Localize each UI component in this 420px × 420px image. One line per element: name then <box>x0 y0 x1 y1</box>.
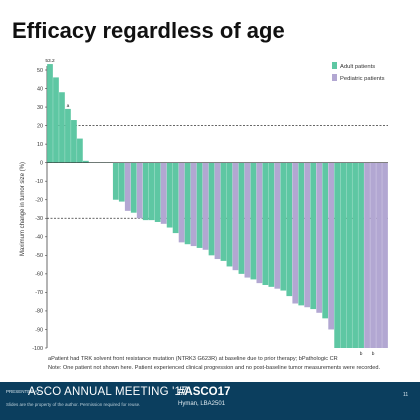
adult-patient-bar <box>118 162 125 202</box>
adult-patient-bar <box>340 162 347 348</box>
page-number: 11 <box>403 392 409 398</box>
adult-patient-bar <box>83 160 89 163</box>
y-tick-label: -80 <box>35 309 43 315</box>
y-tick-label: 20 <box>37 123 43 129</box>
bar-annotation: a <box>67 104 70 109</box>
adult-patient-bar <box>334 162 341 348</box>
y-tick-label: 50 <box>37 68 43 74</box>
adult-patient-bar <box>238 162 245 274</box>
pediatric-patient-bar <box>364 162 370 348</box>
adult-patient-bar <box>77 138 83 163</box>
adult-patient-bar <box>250 162 257 280</box>
adult-patient-bar <box>130 162 137 213</box>
adult-patient-bar <box>112 162 119 200</box>
adult-patient-bar <box>322 162 329 319</box>
adult-patient-bar <box>352 162 358 348</box>
pediatric-patient-bar <box>124 162 131 211</box>
footer-bar: PRESENTED AT: ASCO ANNUAL MEETING '17 #A… <box>0 382 420 420</box>
pediatric-patient-bar <box>292 162 299 304</box>
footer-presenter: Hyman, LBA2501 <box>178 401 226 407</box>
adult-patient-bar <box>310 162 317 310</box>
pediatric-patient-bar <box>160 162 167 224</box>
legend-label: Pediatric patients <box>340 76 385 82</box>
pediatric-patient-bar <box>382 162 388 348</box>
footer-presented-at: PRESENTED AT: <box>6 389 41 394</box>
y-tick-label: -10 <box>35 179 43 185</box>
adult-patient-bar <box>286 162 293 297</box>
pediatric-patient-bar <box>256 162 263 284</box>
slide-title: Efficacy regardless of age <box>12 18 285 43</box>
y-tick-label: -20 <box>35 198 43 204</box>
pediatric-patient-bar <box>214 162 221 260</box>
adult-patient-bar <box>142 162 149 221</box>
adult-patient-bar <box>71 120 77 163</box>
pediatric-patient-bar <box>202 162 209 250</box>
adult-patient-bar <box>262 162 269 285</box>
legend-label: Adult patients <box>340 64 375 70</box>
y-tick-label: 0 <box>40 160 43 166</box>
adult-patient-bar <box>154 162 161 222</box>
y-axis-title: Maximum change in tumor size (%) <box>20 162 26 256</box>
adult-patient-bar <box>220 162 227 261</box>
pediatric-patient-bar <box>232 162 239 271</box>
y-tick-label: -30 <box>35 216 43 222</box>
adult-patient-bar <box>53 77 59 163</box>
y-tick-label: -70 <box>35 290 43 296</box>
pediatric-patient-bar <box>376 162 382 348</box>
adult-patient-bar <box>268 162 275 287</box>
y-tick-label: -50 <box>35 253 43 259</box>
y-tick-label: -40 <box>35 235 43 241</box>
adult-patient-bar <box>298 162 305 306</box>
y-tick-label: 30 <box>37 105 43 111</box>
adult-patient-bar <box>358 162 364 348</box>
adult-patient-bar <box>280 162 287 291</box>
adult-patient-bar <box>184 162 191 245</box>
adult-patient-bar <box>226 162 233 267</box>
bar-annotation: b <box>360 351 363 357</box>
y-tick-label: -90 <box>35 327 43 333</box>
pediatric-patient-bar <box>370 162 376 348</box>
footnote-patient-not-shown: Note: One patient not shown here. Patien… <box>48 365 381 371</box>
adult-patient-bar <box>208 162 215 256</box>
pediatric-patient-bar <box>136 162 143 219</box>
y-tick-label: 10 <box>37 142 43 148</box>
adult-patient-bar <box>148 162 155 221</box>
footer-hashtag: #ASCO17 <box>178 386 231 398</box>
footer-slides-note: Slides are the property of the author. P… <box>6 402 141 407</box>
pediatric-patient-bar <box>178 162 185 243</box>
y-tick-label: -60 <box>35 272 43 278</box>
adult-patient-bar <box>59 92 65 163</box>
pediatric-patient-bar <box>304 162 311 308</box>
adult-patient-bar <box>346 162 352 348</box>
pediatric-patient-bar <box>328 162 335 330</box>
footnote-resistance-mutation: aPatient had TRK solvent front resistanc… <box>48 356 338 362</box>
pediatric-patient-bar <box>274 162 281 289</box>
adult-patient-bar <box>65 108 71 163</box>
pediatric-patient-bar <box>244 162 251 278</box>
adult-patient-bar <box>196 162 203 248</box>
adult-patient-bar <box>166 162 173 228</box>
pediatric-patient-bar <box>190 162 197 247</box>
bar-annotation: b <box>372 351 375 357</box>
adult-patient-bar <box>172 162 179 234</box>
legend-swatch <box>332 74 337 81</box>
legend-swatch <box>332 62 337 69</box>
adult-patient-bar <box>47 64 53 163</box>
y-tick-label: 40 <box>37 86 43 92</box>
bar-annotation: 53.2 <box>45 58 55 64</box>
footer-meeting-name: ASCO ANNUAL MEETING '17 <box>28 386 188 398</box>
y-tick-label: -100 <box>32 346 43 352</box>
pediatric-patient-bar <box>316 162 323 313</box>
